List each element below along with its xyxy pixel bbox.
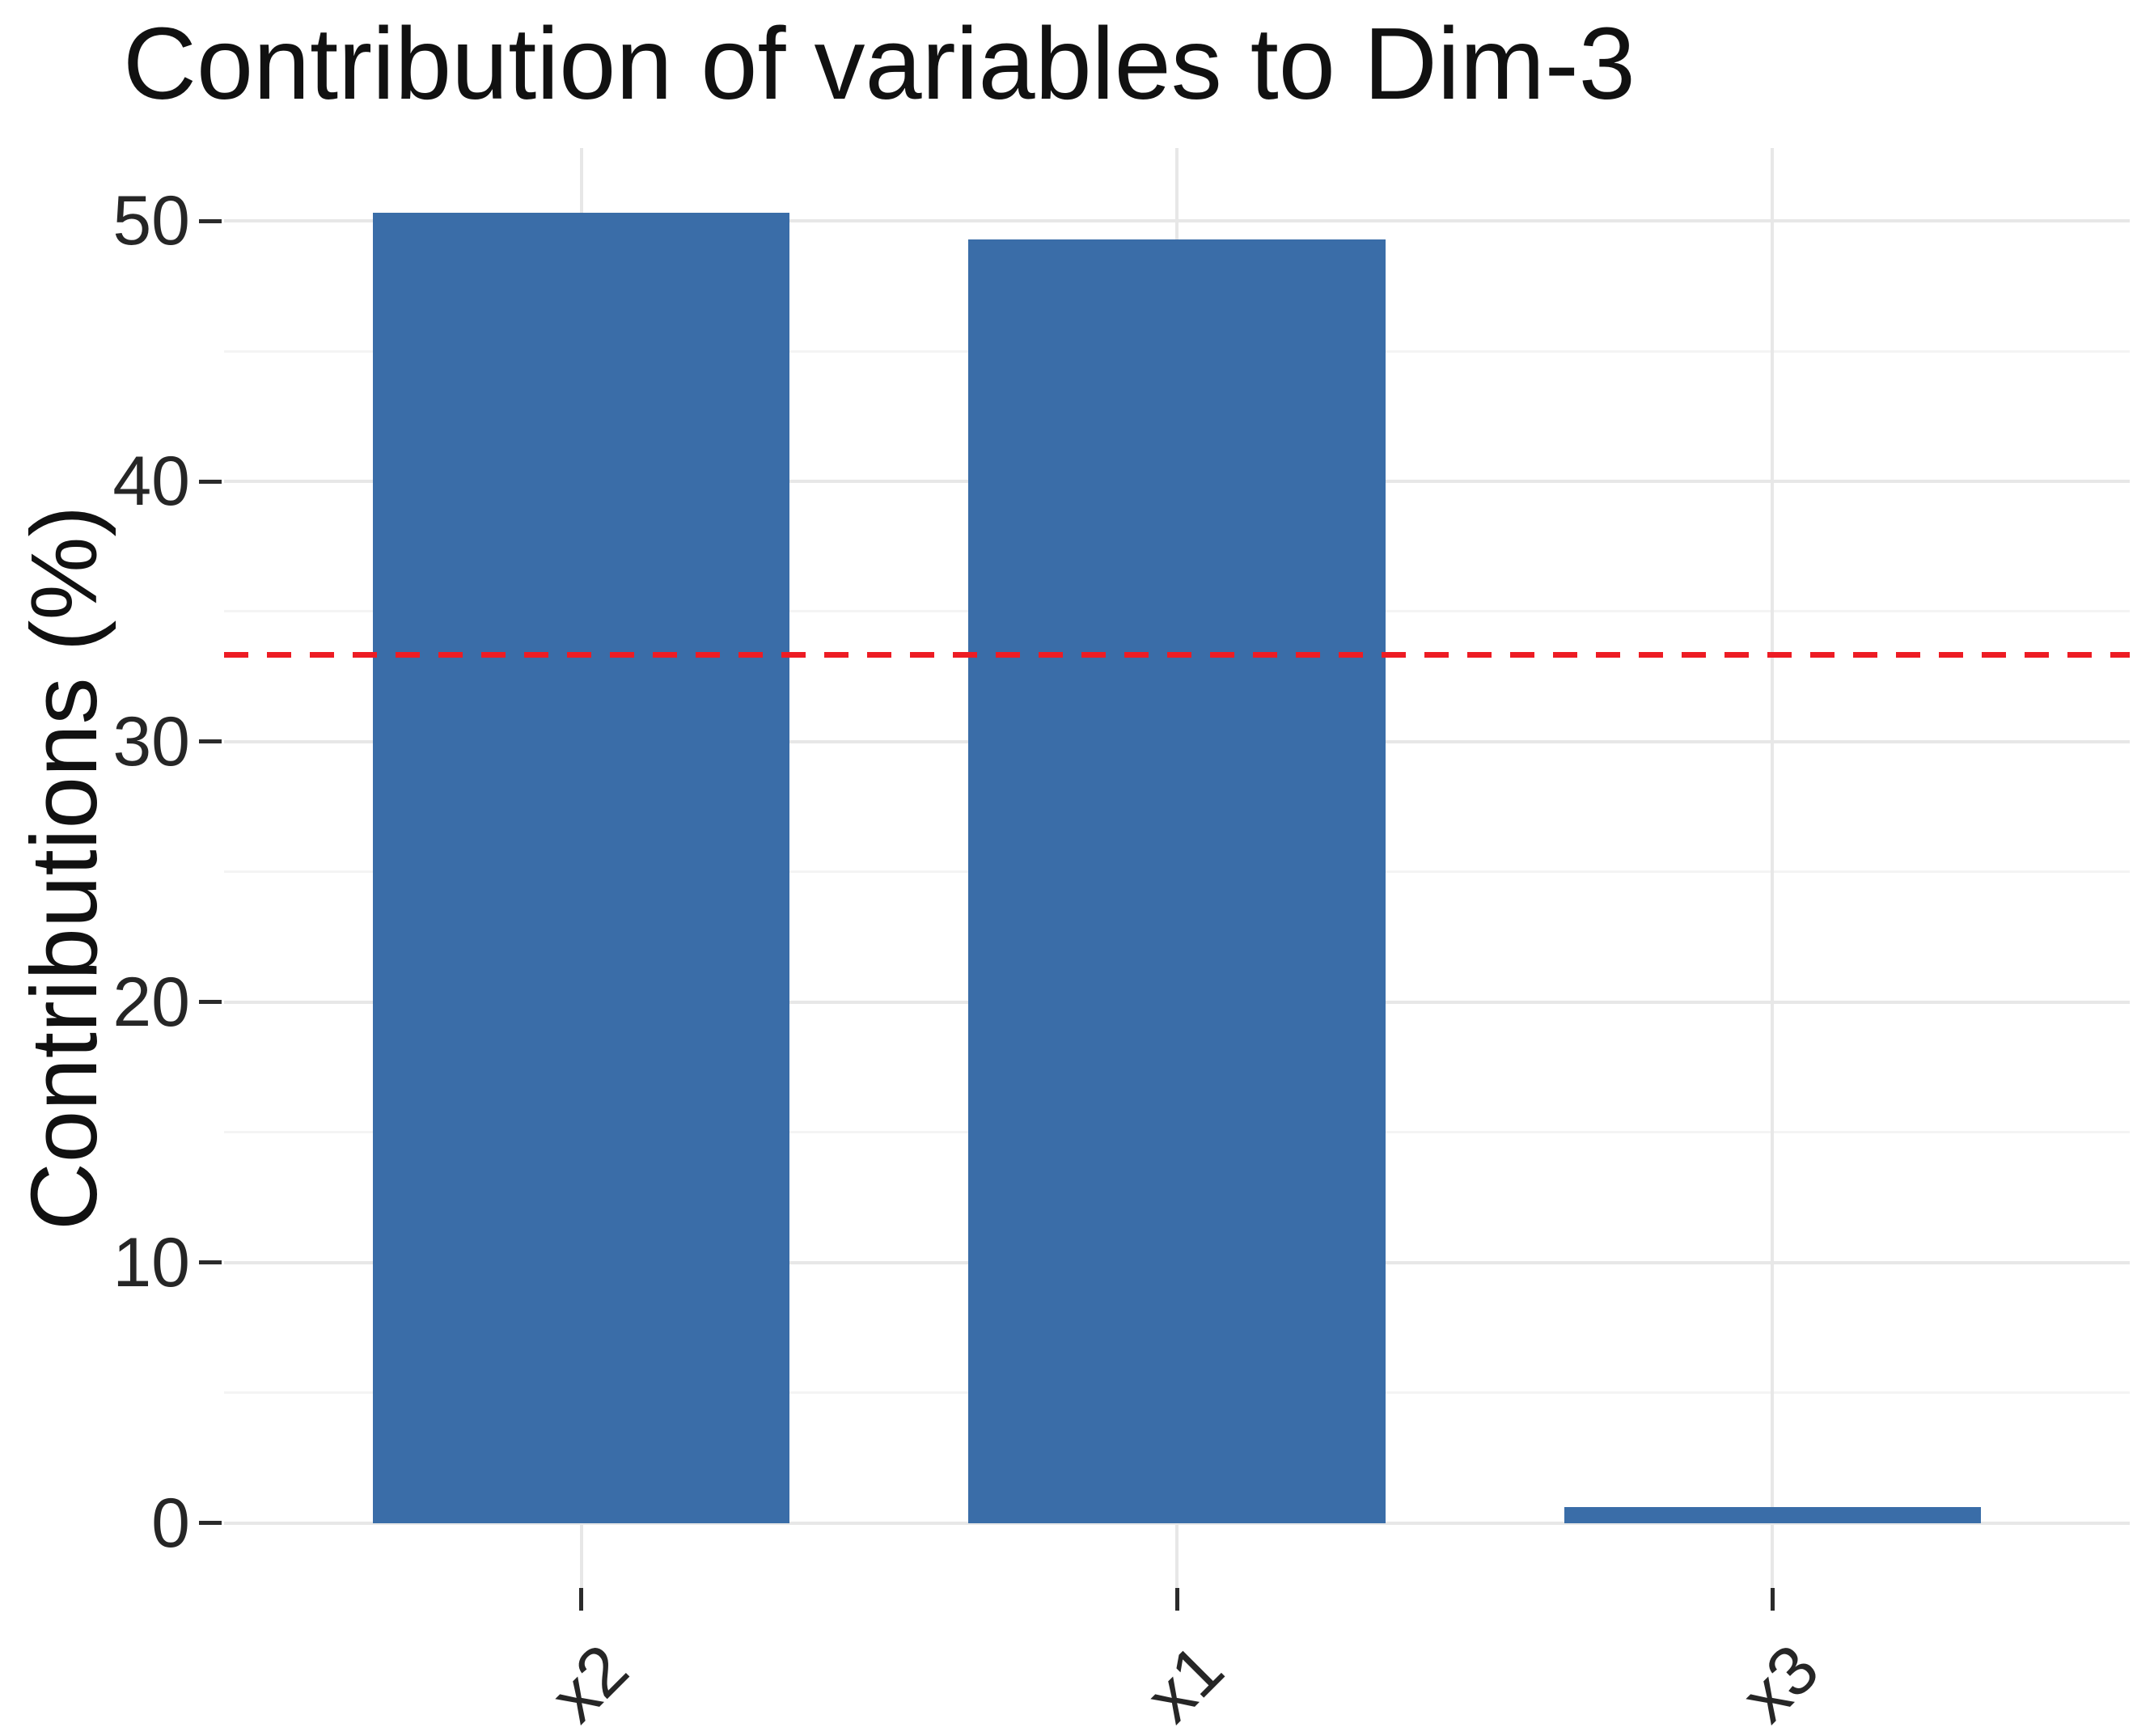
x-tick-label: x3 [1727,1630,1834,1736]
y-tick-label: 20 [112,963,190,1041]
bar-x2 [373,213,790,1523]
y-tick-mark [199,1521,222,1526]
plot-area [224,148,2130,1588]
x-tick-label: x2 [535,1630,643,1736]
x-tick-label: x1 [1131,1630,1238,1736]
y-axis-title: Contributions (%) [11,505,116,1231]
y-tick-label: 40 [112,442,190,520]
reference-line [224,652,2130,658]
x-tick-mark [1770,1588,1775,1611]
y-tick-mark [199,1000,222,1005]
y-tick-label: 50 [112,182,190,260]
y-tick-label: 0 [151,1484,190,1562]
y-tick-mark [199,479,222,484]
y-tick-label: 30 [112,702,190,781]
y-tick-mark [199,218,222,223]
bar-x3 [1564,1507,1981,1523]
gridline-major-x [1771,148,1775,1588]
y-tick-mark [199,739,222,744]
y-tick-mark [199,1260,222,1265]
x-tick-mark [579,1588,584,1611]
y-tick-label: 10 [112,1223,190,1302]
x-tick-mark [1174,1588,1179,1611]
bar-x1 [968,239,1386,1523]
chart-title: Contribution of variables to Dim-3 [123,6,1636,121]
